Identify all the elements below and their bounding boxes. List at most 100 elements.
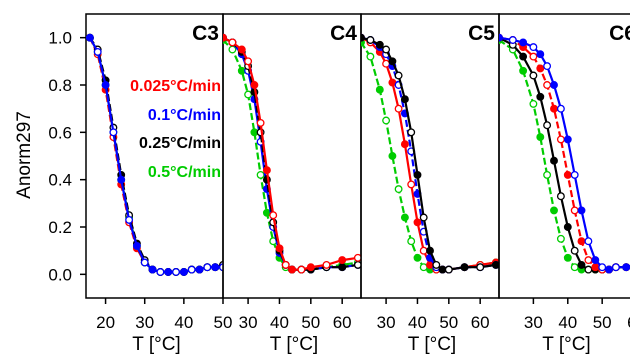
data-point — [237, 66, 246, 75]
data-point — [195, 265, 204, 274]
series-line — [361, 36, 497, 271]
data-point — [536, 64, 545, 73]
legend-entry: 0.5°C/min — [148, 164, 221, 181]
panel-c4: 30 40 50 60 T [°C] C4 — [222, 13, 362, 354]
data-point — [584, 237, 593, 246]
data-point — [491, 260, 499, 269]
data-point — [407, 237, 416, 246]
data-point — [543, 62, 552, 71]
data-point — [297, 265, 306, 274]
data-point — [563, 170, 572, 179]
data-point — [622, 263, 630, 272]
data-point — [117, 175, 126, 184]
panel-data — [86, 33, 223, 276]
series-line — [88, 37, 223, 274]
series — [86, 33, 223, 276]
data-point — [570, 263, 579, 272]
x-tick-label: 30 — [239, 313, 258, 332]
data-point — [394, 104, 403, 113]
data-point — [529, 52, 538, 61]
data-point — [322, 260, 331, 269]
series-line — [88, 37, 223, 274]
series — [86, 33, 223, 276]
data-point — [536, 92, 545, 101]
data-point — [556, 234, 565, 243]
data-point — [244, 57, 253, 66]
legend-entry: 0.025°C/min — [130, 78, 221, 95]
data-point — [529, 99, 538, 108]
data-point — [584, 256, 593, 265]
data-point — [366, 36, 375, 44]
data-point — [132, 241, 141, 250]
data-point — [375, 40, 384, 49]
data-point — [550, 206, 558, 215]
data-point — [536, 133, 545, 142]
panels-layer: 20 30 40 50T [°C]C3 30 40 50 60 T [°C] C4 30 40 50 60… — [85, 13, 630, 354]
x-tick-label: 60 — [627, 313, 630, 332]
panel-label: C4 — [330, 22, 357, 45]
data-point — [164, 268, 173, 276]
data-point — [519, 52, 528, 61]
x-axis-label: T [°C] — [408, 334, 456, 354]
data-point — [432, 260, 441, 269]
data-point — [536, 50, 545, 59]
data-point — [598, 263, 607, 272]
data-point — [148, 265, 157, 274]
data-point — [179, 268, 188, 276]
y-tick-label: 0.6 — [48, 123, 72, 142]
data-point — [577, 206, 586, 215]
x-axis-label: T [°C] — [270, 334, 318, 354]
y-tick-label: 1.0 — [48, 29, 72, 48]
series — [86, 33, 223, 276]
series — [86, 33, 223, 276]
x-tick-label: 50 — [439, 313, 458, 332]
panel-label: C6 — [609, 22, 630, 45]
data-point — [426, 246, 434, 255]
panel-label: C3 — [192, 22, 219, 45]
data-point — [382, 59, 391, 68]
data-point — [591, 263, 600, 272]
data-point — [228, 45, 237, 54]
data-point — [262, 208, 271, 217]
data-point — [172, 268, 180, 276]
panel-c3: 20 30 40 50 T [°C] C3 — [85, 13, 233, 354]
data-point — [550, 81, 558, 89]
data-point — [577, 260, 586, 269]
data-point — [407, 180, 416, 189]
x-tick-label: 60 — [333, 313, 352, 332]
series-line — [499, 36, 630, 271]
data-point — [382, 45, 391, 54]
y-tick-label: 0.4 — [48, 171, 72, 190]
data-point — [244, 90, 253, 99]
data-point — [211, 263, 220, 272]
data-point — [413, 218, 422, 227]
data-point — [438, 265, 447, 274]
x-tick-label: 30 — [377, 313, 396, 332]
data-point — [353, 260, 361, 269]
data-point — [570, 170, 579, 179]
data-point — [419, 263, 428, 272]
series — [361, 33, 499, 274]
data-point — [570, 246, 579, 255]
data-point — [591, 256, 600, 265]
legend-entry: 0.25°C/min — [139, 135, 221, 152]
x-tick-label: 40 — [558, 313, 577, 332]
x-tick-label: 40 — [408, 313, 427, 332]
data-point — [250, 81, 259, 89]
x-axis-label: T [°C] — [542, 334, 590, 354]
data-point — [288, 265, 296, 274]
data-point — [256, 118, 265, 127]
y-tick-label: 0.0 — [48, 265, 72, 284]
data-point — [306, 263, 315, 272]
data-point — [140, 258, 149, 267]
x-tick-label: 40 — [270, 313, 289, 332]
x-tick-label: 20 — [96, 313, 115, 332]
data-point — [394, 71, 403, 80]
data-point — [338, 263, 347, 272]
data-point — [460, 263, 469, 272]
x-tick-label: 50 — [214, 313, 233, 332]
panel-c5: 30 40 50 60 T [°C] C5 — [360, 13, 500, 354]
data-point — [413, 253, 422, 262]
panel-data — [499, 33, 630, 274]
